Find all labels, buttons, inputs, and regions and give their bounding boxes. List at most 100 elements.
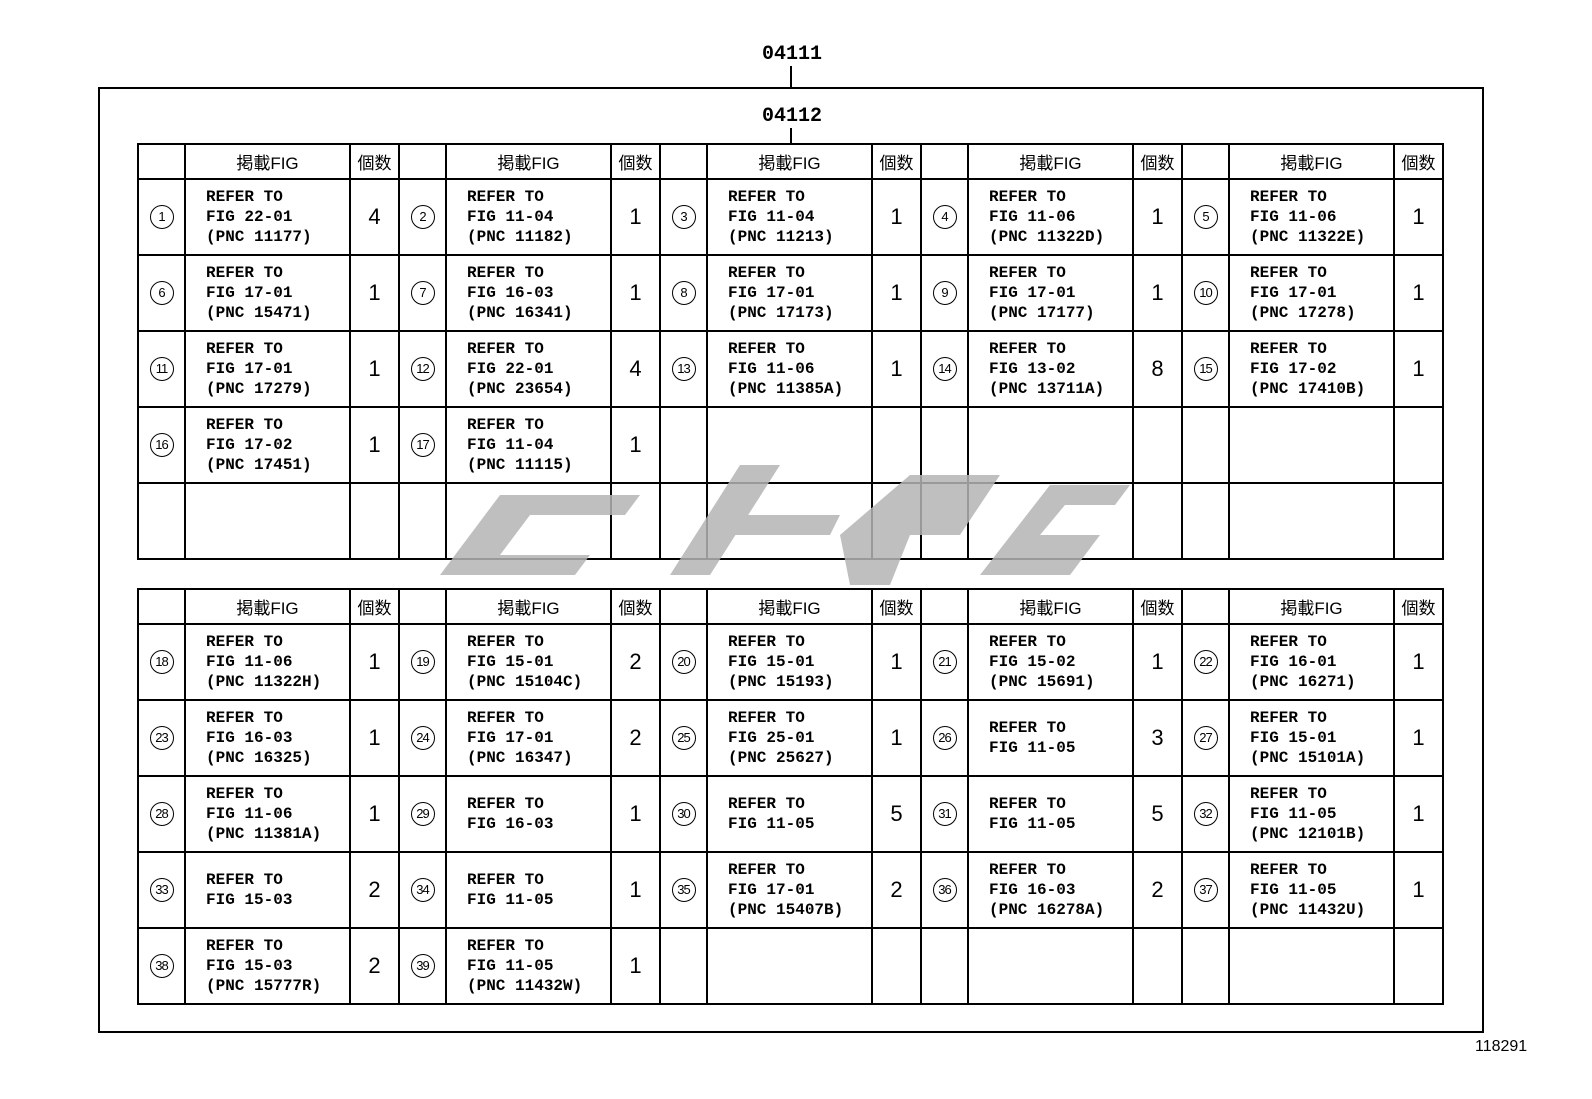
callout-number: 7 (410, 281, 435, 305)
fig-ref-line: FIG 17-01 (467, 729, 554, 747)
quantity: 3 (1132, 699, 1183, 777)
quantity: 1 (349, 699, 400, 777)
empty-cell (610, 482, 661, 560)
callout-cell: 31 (920, 775, 969, 853)
quantity: 2 (871, 851, 922, 929)
fig-reference: REFER TO FIG 11-06 (PNC 11322D) (967, 178, 1134, 256)
fig-ref-line: FIG 11-06 (206, 653, 293, 671)
callout-number: 26 (932, 726, 957, 750)
fig-ref-line: REFER TO (989, 861, 1066, 879)
fig-ref-line: FIG 22-01 (467, 360, 554, 378)
fig-reference: REFER TO FIG 17-01 (PNC 17177) (967, 254, 1134, 332)
fig-ref-line: (PNC 17278) (1250, 304, 1356, 322)
fig-ref-line: FIG 16-01 (1250, 653, 1337, 671)
header-qty: 個数 (871, 143, 922, 180)
empty-cell (871, 482, 922, 560)
header-qty: 個数 (1393, 588, 1444, 625)
quantity: 4 (610, 330, 661, 408)
callout-number: 23 (149, 726, 174, 750)
callout-cell: 18 (137, 623, 186, 701)
fig-ref-line: FIG 17-02 (1250, 360, 1337, 378)
fig-reference: REFER TO FIG 11-05 (967, 775, 1134, 853)
fig-ref-line: REFER TO (206, 871, 283, 889)
fig-ref-line: REFER TO (467, 937, 544, 955)
header-qty: 個数 (610, 588, 661, 625)
callout-cell: 8 (659, 254, 708, 332)
fig-reference: REFER TO FIG 13-02 (PNC 13711A) (967, 330, 1134, 408)
empty-cell (184, 482, 351, 560)
quantity: 1 (349, 623, 400, 701)
leader-line (790, 128, 792, 143)
fig-ref-line: FIG 11-04 (467, 436, 554, 454)
fig-reference: REFER TO FIG 11-04 (PNC 11182) (445, 178, 612, 256)
fig-ref-line: (PNC 15471) (206, 304, 312, 322)
callout-number: 18 (149, 650, 174, 674)
fig-reference: REFER TO FIG 11-06 (PNC 11322H) (184, 623, 351, 701)
empty-cell (967, 927, 1134, 1005)
quantity: 1 (610, 178, 661, 256)
callout-number: 3 (671, 205, 696, 229)
callout-cell: 27 (1181, 699, 1230, 777)
inner-assembly-ref: 04112 (762, 105, 823, 128)
header-qty: 個数 (349, 588, 400, 625)
fig-ref-line: FIG 11-06 (206, 805, 293, 823)
quantity: 1 (871, 254, 922, 332)
fig-reference: REFER TO FIG 15-01 (PNC 15104C) (445, 623, 612, 701)
fig-reference: REFER TO FIG 17-01 (PNC 17278) (1228, 254, 1395, 332)
fig-ref-line: FIG 15-01 (728, 653, 815, 671)
callout-cell: 22 (1181, 623, 1230, 701)
header-qty: 個数 (871, 588, 922, 625)
callout-cell: 19 (398, 623, 447, 701)
fig-ref-line: (PNC 16347) (467, 749, 573, 767)
empty-cell (1132, 482, 1183, 560)
parts-table-lower: 掲載FIG 個数 掲載FIG 個数 掲載FIG 個数 掲載FIG 個数 掲載FIG 個数 18 REF… (137, 588, 1444, 1005)
quantity: 1 (349, 406, 400, 484)
quantity: 1 (349, 775, 400, 853)
fig-reference: REFER TO FIG 11-05 (PNC 11432W) (445, 927, 612, 1005)
empty-cell (398, 482, 447, 560)
empty-cell (1181, 406, 1230, 484)
callout-cell: 28 (137, 775, 186, 853)
header-num-cell (398, 143, 447, 180)
quantity: 1 (1393, 775, 1444, 853)
empty-cell (659, 406, 708, 484)
fig-reference: REFER TO FIG 25-01 (PNC 25627) (706, 699, 873, 777)
fig-ref-line: FIG 13-02 (989, 360, 1076, 378)
fig-ref-line: (PNC 25627) (728, 749, 834, 767)
fig-ref-line: FIG 11-06 (728, 360, 815, 378)
callout-cell: 30 (659, 775, 708, 853)
callout-cell: 5 (1181, 178, 1230, 256)
header-qty: 個数 (610, 143, 661, 180)
empty-cell (920, 927, 969, 1005)
fig-ref-line: REFER TO (728, 188, 805, 206)
fig-ref-line: REFER TO (206, 264, 283, 282)
fig-ref-line: REFER TO (1250, 188, 1327, 206)
fig-ref-line: FIG 11-05 (728, 815, 815, 833)
callout-cell: 16 (137, 406, 186, 484)
fig-reference: REFER TO FIG 22-01 (PNC 23654) (445, 330, 612, 408)
callout-cell: 1 (137, 178, 186, 256)
fig-ref-line: (PNC 11322D) (989, 228, 1105, 246)
callout-cell: 35 (659, 851, 708, 929)
fig-ref-line: FIG 16-03 (467, 815, 554, 833)
callout-number: 30 (671, 802, 696, 826)
fig-ref-line: FIG 11-05 (989, 815, 1076, 833)
header-fig: 掲載FIG (445, 588, 612, 625)
fig-ref-line: REFER TO (1250, 709, 1327, 727)
fig-ref-line: REFER TO (728, 264, 805, 282)
fig-reference: REFER TO FIG 16-03 (PNC 16278A) (967, 851, 1134, 929)
quantity: 1 (610, 851, 661, 929)
quantity: 1 (1393, 178, 1444, 256)
fig-reference: REFER TO FIG 15-03 (PNC 15777R) (184, 927, 351, 1005)
callout-cell: 2 (398, 178, 447, 256)
quantity: 1 (349, 254, 400, 332)
header-num-cell (137, 588, 186, 625)
fig-ref-line: REFER TO (989, 340, 1066, 358)
table-row: 1 REFER TO FIG 22-01 (PNC 11177) 4 2 REFER TO F… (137, 178, 1444, 256)
callout-cell: 7 (398, 254, 447, 332)
fig-ref-line: (PNC 11322H) (206, 673, 322, 691)
quantity: 1 (871, 178, 922, 256)
leader-line (790, 66, 792, 87)
quantity: 2 (349, 851, 400, 929)
fig-reference: REFER TO FIG 16-01 (PNC 16271) (1228, 623, 1395, 701)
